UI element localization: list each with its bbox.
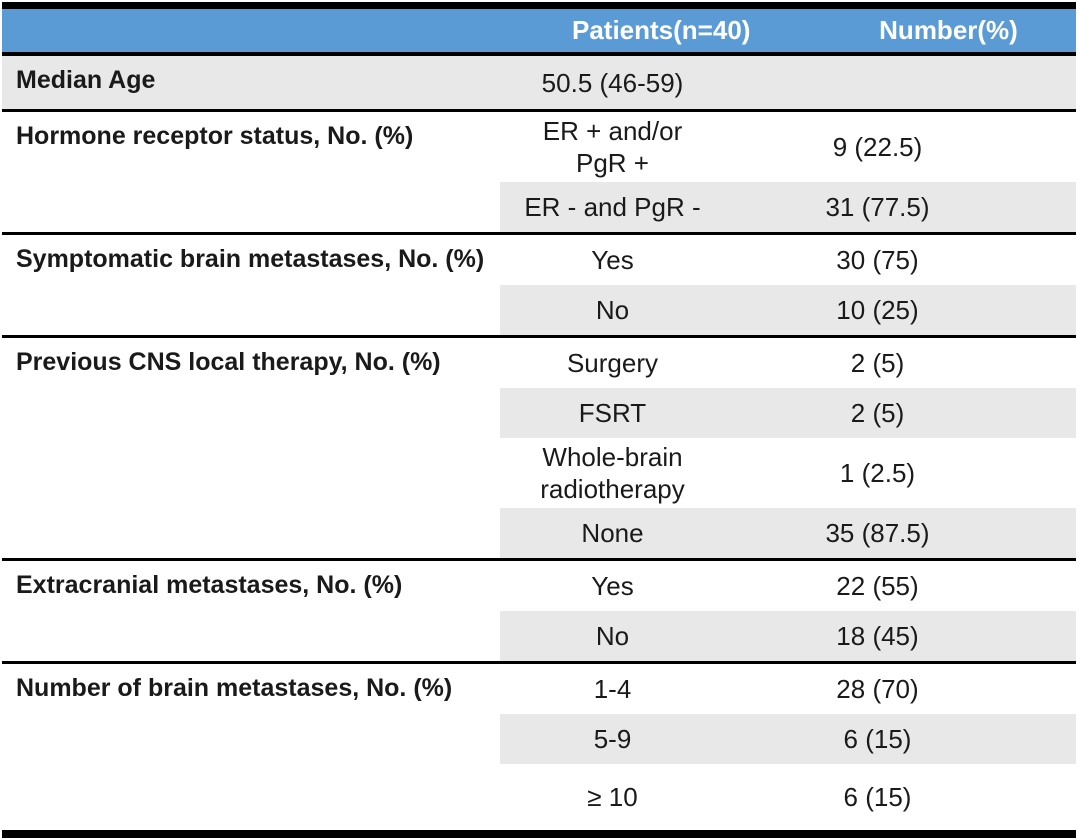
number-cell: 6 (15) (843, 782, 912, 812)
table-row: Whole-brain radiotherapy 1 (2.5) (2, 438, 1076, 508)
table-row: ER - and PgR -31 (77.5) (2, 182, 1076, 234)
table-row: No 18 (45) (2, 611, 1076, 663)
row-label-cell: Symptomatic brain metastases, No. (%) (2, 232, 500, 337)
number-cell: 28 (70) (745, 661, 1076, 714)
table-header: Patients(n=40) Number(%) (2, 5, 1076, 56)
table-body: Median Age 50.5 (46-59) Hormone receptor s… (2, 54, 1076, 834)
row-label-cell: Hormone receptor status, No. (%) (2, 109, 500, 234)
patients-cell: Surgery (500, 335, 745, 388)
row-label-cell: Number of brain metastases, No. (%) (2, 661, 500, 834)
number-cell: 18 (45) (745, 611, 1076, 663)
patients-cell: FSRT (500, 388, 745, 438)
number-cell: 1 (2.5) (839, 458, 916, 488)
patients-cell: ER - and PgR - (500, 182, 745, 234)
table-row: Hormone receptor status, No. (%) ER + and… (2, 109, 1076, 234)
patients-cell: None (500, 508, 745, 560)
number-cell: 22 (55) (745, 558, 1076, 611)
patients-cell: 5-9 (500, 714, 745, 764)
table-row: Extracranial metastases, No. (%) Yes 22 (5… (2, 558, 1076, 663)
table-row: Symptomatic brain metastases, No. (%) Yes… (2, 232, 1076, 337)
table-row: No 10 (25) (2, 285, 1076, 337)
row-label-cell: Previous CNS local therapy, No. (%) (2, 335, 500, 560)
patients-cell: No (500, 611, 745, 663)
table-row: Previous CNS local therapy, No. (%) Surge… (2, 335, 1076, 560)
header-cell-empty (2, 5, 500, 56)
row-label-cell: Median Age (2, 54, 500, 111)
table-row: 5-9 6 (15) (2, 714, 1076, 764)
header-cell-patients: Patients(n=40) (500, 5, 750, 56)
patients-cell: Whole-brain radiotherapy (540, 442, 685, 504)
patients-cell: ≥ 10 (587, 782, 638, 812)
table-row: FSRT 2 (5) (2, 388, 1076, 438)
number-cell (745, 54, 1076, 111)
row-label-cell: Extracranial metastases, No. (%) (2, 558, 500, 663)
number-cell: 2 (5) (745, 335, 1076, 388)
patients-cell: 1-4 (500, 661, 745, 714)
number-cell: 2 (5) (745, 388, 1076, 438)
header-cell-number: Number(%) (745, 5, 1076, 56)
patients-cell: Yes (500, 232, 745, 285)
table-row: Number of brain metastases, No. (%) 1-4 28… (2, 661, 1076, 834)
number-cell: 10 (25) (745, 285, 1076, 337)
table-row: Median Age 50.5 (46-59) (2, 54, 1076, 111)
patients-cell: ER + and/or PgR + (500, 109, 745, 182)
number-cell: 35 (87.5) (745, 508, 1076, 560)
number-cell: 6 (15) (745, 714, 1076, 764)
table-row: None 35 (87.5) (2, 508, 1076, 560)
header-row: Patients(n=40) Number(%) (2, 5, 1076, 56)
patients-cell: 50.5 (46-59) (500, 54, 745, 111)
number-cell: 9 (22.5) (745, 109, 1076, 182)
patients-cell: No (500, 285, 745, 337)
number-cell: 30 (75) (745, 232, 1076, 285)
patients-cell: Yes (500, 558, 745, 611)
number-cell: 31 (77.5) (745, 182, 1076, 234)
